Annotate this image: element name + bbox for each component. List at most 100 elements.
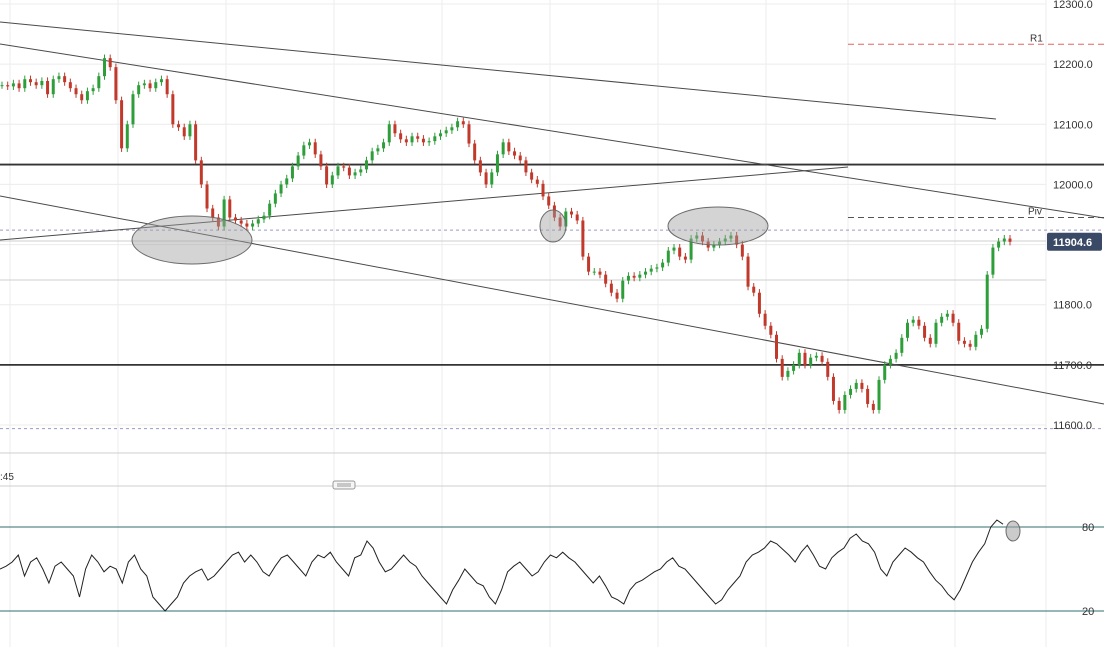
candle-body	[672, 247, 676, 251]
candle-body	[273, 193, 277, 204]
candle-body	[330, 175, 334, 185]
candle-body	[894, 352, 898, 359]
candle-body	[0, 85, 4, 87]
candle-body	[404, 139, 408, 143]
highlight-ellipse[interactable]	[667, 206, 769, 246]
candle-body	[478, 160, 482, 173]
candle-body	[456, 121, 460, 128]
oscillator-tick-label: 20	[1082, 606, 1094, 618]
candle-body	[439, 133, 443, 137]
candle-body	[712, 244, 716, 248]
pane-resize-handle[interactable]	[332, 480, 356, 490]
candle-body	[63, 76, 67, 83]
candle-body	[752, 286, 756, 293]
candle-body	[319, 154, 323, 167]
grid-layer	[0, 0, 1047, 647]
trendline[interactable]	[0, 21, 997, 120]
candle-body	[387, 124, 391, 143]
candle-body	[313, 142, 317, 155]
candle-body	[342, 166, 346, 168]
candle-body	[974, 334, 978, 347]
candle-body	[222, 199, 226, 227]
candle-body	[826, 361, 830, 377]
candle-body	[353, 172, 357, 176]
candle-body	[632, 275, 636, 278]
candle-body	[598, 271, 602, 275]
candle-body	[666, 250, 670, 263]
pane-divider-layer[interactable]: :45	[0, 472, 356, 490]
candle-body	[427, 141, 431, 143]
highlight-ellipse[interactable]	[539, 209, 567, 243]
highlight-ellipse[interactable]	[131, 215, 253, 265]
candle-body	[837, 400, 841, 410]
candle-body	[626, 275, 630, 281]
candle-body	[814, 355, 818, 358]
candle-body	[17, 83, 21, 89]
candle-body	[268, 203, 272, 216]
oscillator-tick-label: 80	[1082, 522, 1094, 534]
candle-body	[290, 166, 294, 179]
candle-body	[518, 155, 522, 161]
candle-body	[689, 238, 693, 260]
candle-body	[233, 217, 237, 221]
candle-body	[11, 83, 15, 87]
candle-body	[849, 388, 853, 395]
trendline[interactable]	[0, 195, 1105, 405]
candle-body	[1002, 238, 1006, 242]
candle-body	[262, 215, 266, 220]
candle-body	[484, 172, 488, 185]
candle-body	[877, 379, 881, 410]
candle-body	[279, 184, 283, 194]
candle-body	[467, 124, 471, 144]
candle-body	[171, 94, 175, 125]
candle-body	[495, 154, 499, 173]
candle-body	[928, 337, 932, 344]
candle-body	[854, 382, 858, 389]
candle-body	[114, 67, 118, 101]
candle-body	[507, 142, 511, 152]
candle-body	[678, 247, 682, 257]
candle-body	[416, 136, 420, 139]
candle-body	[108, 58, 112, 68]
candle-body	[900, 337, 904, 353]
level-label-r1: R1	[1030, 33, 1043, 44]
candle-body	[51, 79, 55, 95]
candle-body	[888, 358, 892, 365]
candle-body	[923, 325, 927, 338]
price-tick-label: 11700.0	[1053, 360, 1092, 372]
candle-body	[370, 151, 374, 161]
price-tick-label: 11600.0	[1053, 420, 1092, 432]
candle-body	[364, 160, 368, 170]
candle-body	[683, 256, 687, 260]
candle-body	[792, 364, 796, 371]
candle-body	[85, 91, 89, 101]
oscillator-highlight-ellipse[interactable]	[1005, 520, 1021, 542]
candle-body	[541, 183, 545, 197]
candle-body	[661, 262, 665, 268]
candle-body	[797, 352, 801, 365]
candle-body	[68, 82, 72, 89]
candle-body	[524, 160, 528, 173]
candle-body	[860, 382, 864, 389]
candle-body	[444, 130, 448, 134]
candle-body	[530, 172, 534, 180]
candle-body	[866, 388, 870, 404]
candle-body	[951, 313, 955, 323]
candle-body	[194, 124, 198, 161]
trendline[interactable]	[0, 43, 1105, 219]
trendline[interactable]	[0, 166, 849, 241]
oscillator-line	[0, 519, 1004, 612]
candle-body	[410, 136, 414, 143]
candle-body	[945, 313, 949, 317]
candle-body	[564, 211, 568, 227]
candle-body	[336, 166, 340, 176]
candle-body	[644, 271, 648, 275]
candle-body	[592, 271, 596, 273]
candle-body	[991, 247, 995, 275]
candle-body	[142, 83, 146, 86]
candle-body	[1008, 238, 1012, 242]
candle-body	[905, 322, 909, 338]
candle-body	[735, 235, 739, 245]
